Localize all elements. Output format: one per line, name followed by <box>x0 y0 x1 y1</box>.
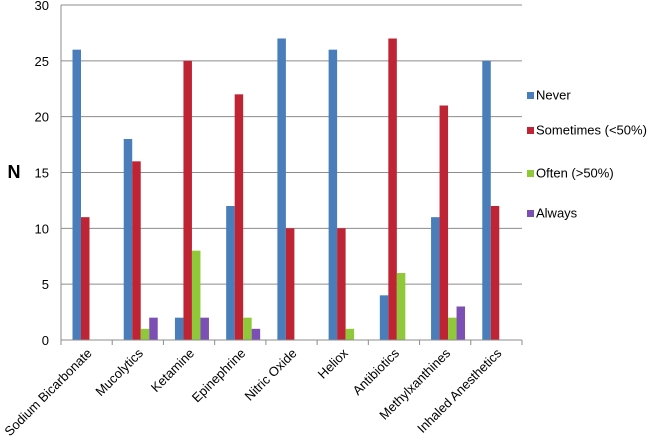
bar <box>337 228 346 340</box>
legend-label: Never <box>536 88 571 103</box>
y-tick-label: 20 <box>35 110 49 125</box>
x-tick-label: Heliox <box>315 345 352 382</box>
y-tick-label: 0 <box>42 333 49 348</box>
bar <box>200 317 209 340</box>
x-tick-label: Antibiotics <box>350 345 403 398</box>
bar <box>234 94 244 340</box>
legend-label: Always <box>536 206 578 221</box>
legend-swatch <box>527 170 534 177</box>
bar <box>132 161 141 340</box>
bar <box>328 49 338 341</box>
bar <box>482 60 491 340</box>
y-axis-tick-labels: 0 5 10 15 20 25 30 <box>35 0 49 348</box>
bar <box>396 273 406 340</box>
legend-swatch <box>527 92 534 99</box>
x-tick-label: Nitric Oxide <box>242 346 300 404</box>
bars <box>72 38 500 341</box>
bar <box>456 306 466 340</box>
bar <box>490 206 500 340</box>
bar <box>72 49 81 341</box>
bar <box>345 328 355 340</box>
y-tick-label: 25 <box>35 54 49 69</box>
bar <box>285 228 295 340</box>
bar <box>448 317 457 340</box>
bar <box>277 38 286 340</box>
y-tick-label: 30 <box>35 0 49 13</box>
bar <box>191 250 201 340</box>
bar <box>226 206 235 340</box>
bar <box>243 317 252 340</box>
axes <box>60 5 523 345</box>
legend-label: Often (>50%) <box>536 166 614 181</box>
bar <box>123 139 133 340</box>
bar <box>174 317 184 340</box>
legend-label: Sometimes (<50%) <box>536 123 647 138</box>
bar <box>81 217 90 340</box>
y-tick-label: 5 <box>42 277 49 292</box>
x-tick-label: Mucolytics <box>92 345 146 399</box>
y-tick-label: 10 <box>35 221 49 236</box>
x-tick-label: Inhaled Anesthetics <box>414 345 505 436</box>
legend-swatch <box>527 127 534 134</box>
bar <box>140 328 150 340</box>
bar <box>439 105 449 340</box>
legend: Never Sometimes (<50%) Often (>50%) Always <box>527 88 647 221</box>
bar <box>431 217 440 340</box>
x-tick-label: Epinephrine <box>189 346 249 406</box>
y-tick-label: 15 <box>35 166 49 181</box>
bar <box>388 38 397 340</box>
x-tick-label: Sodium Bicarbonate <box>1 346 94 439</box>
legend-swatch <box>527 210 534 217</box>
y-axis-label: N <box>8 162 21 182</box>
bar <box>379 295 389 340</box>
bar <box>149 317 158 340</box>
bar <box>183 60 192 340</box>
bar <box>251 328 261 340</box>
x-tick-label: Ketamine <box>148 346 197 395</box>
